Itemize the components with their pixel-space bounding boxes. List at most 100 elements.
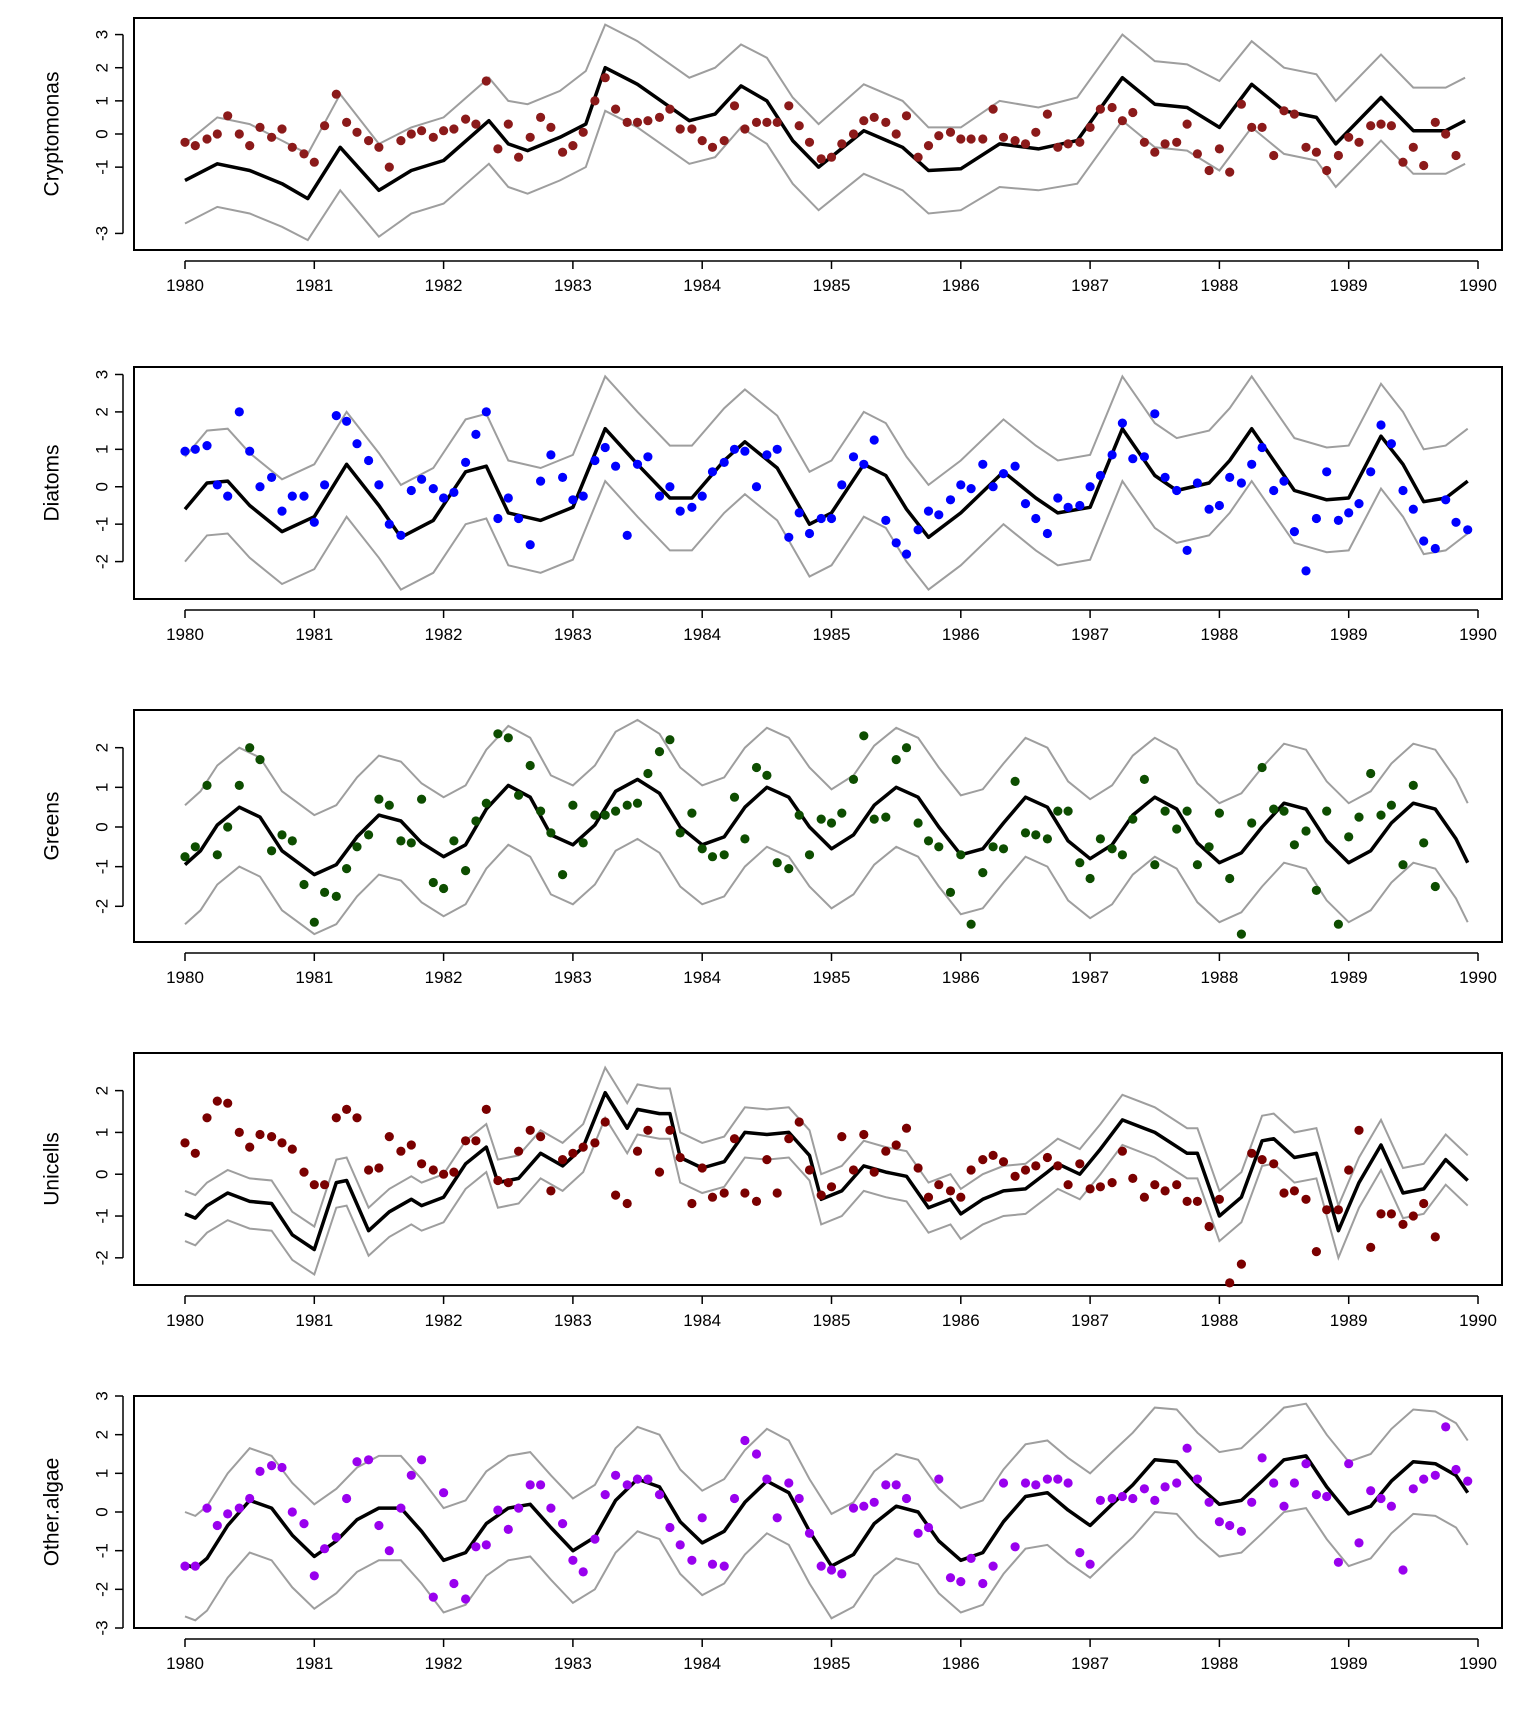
data-point <box>794 1493 804 1504</box>
data-point <box>784 864 794 874</box>
data-point <box>1257 442 1267 453</box>
data-point <box>374 480 384 490</box>
data-point <box>1301 142 1311 152</box>
data-point <box>536 112 546 122</box>
data-point <box>1020 139 1031 149</box>
plot-frame <box>133 17 1503 251</box>
data-point <box>1063 1478 1073 1488</box>
data-point <box>287 836 297 846</box>
data-point <box>978 1578 988 1589</box>
data-point <box>1225 1278 1235 1288</box>
data-point <box>1053 1161 1063 1171</box>
data-point <box>654 747 665 757</box>
data-point <box>287 1144 297 1154</box>
data-point <box>1075 1159 1085 1169</box>
data-point <box>1289 109 1299 119</box>
data-point <box>546 122 556 132</box>
data-point <box>1408 1211 1418 1221</box>
data-point <box>1419 536 1429 546</box>
data-point <box>1063 806 1073 816</box>
x-tick-label: 1989 <box>1330 1654 1368 1673</box>
data-point <box>1139 1192 1149 1202</box>
data-point <box>675 1152 685 1163</box>
data-point <box>1204 1221 1214 1232</box>
y-tick-label: 2 <box>93 1430 112 1439</box>
data-point <box>1225 167 1235 177</box>
fitted-line <box>184 1454 1470 1570</box>
data-point <box>988 1561 998 1571</box>
data-point <box>1247 1148 1257 1158</box>
y-tick-label: 1 <box>93 783 112 792</box>
upper-ci-line <box>184 1065 1469 1229</box>
data-point <box>1020 828 1031 838</box>
data-point <box>1366 467 1376 477</box>
data-point <box>869 1167 879 1177</box>
plot-frame <box>133 709 1503 943</box>
data-point <box>1289 1186 1299 1196</box>
data-point <box>804 1528 815 1538</box>
data-point <box>1398 1565 1408 1575</box>
data-point <box>1160 472 1170 482</box>
y-tick-label: 0 <box>93 1169 112 1178</box>
data-point <box>590 1534 600 1544</box>
data-point <box>881 812 891 822</box>
data-point <box>719 1561 729 1571</box>
x-tick-label: 1987 <box>1071 276 1109 295</box>
data-point <box>568 1555 578 1565</box>
data-point <box>223 111 233 121</box>
data-point <box>352 127 362 137</box>
data-point <box>707 467 718 477</box>
data-point <box>740 1435 750 1446</box>
data-point <box>891 538 901 548</box>
data-point <box>1279 106 1289 116</box>
data-point <box>1376 1493 1386 1504</box>
data-point <box>913 818 923 828</box>
data-point <box>956 134 966 144</box>
data-point <box>1236 478 1246 488</box>
data-point <box>1430 543 1440 554</box>
data-point <box>901 549 912 559</box>
data-point <box>1031 513 1041 524</box>
x-tick-label: 1986 <box>942 276 980 295</box>
data-point <box>1344 132 1354 142</box>
lower-ci-line <box>184 837 1469 936</box>
data-point <box>1322 467 1332 477</box>
data-point <box>1257 122 1267 132</box>
data-point <box>287 1507 297 1517</box>
data-point <box>1182 1443 1192 1453</box>
data-point <box>1010 776 1020 787</box>
x-tick-label: 1987 <box>1071 1311 1109 1330</box>
x-tick-label: 1987 <box>1071 625 1109 644</box>
data-point <box>578 127 588 137</box>
data-point <box>1095 834 1105 844</box>
data-point <box>1398 860 1408 870</box>
x-tick-label: 1983 <box>554 968 592 987</box>
x-tick-label: 1982 <box>425 276 463 295</box>
data-point <box>611 806 621 816</box>
data-point <box>945 495 956 505</box>
data-point <box>784 1478 794 1488</box>
x-tick-label: 1981 <box>295 1311 333 1330</box>
data-point <box>913 1528 923 1538</box>
data-point <box>675 1540 685 1550</box>
data-point <box>331 89 341 99</box>
data-point <box>687 124 697 134</box>
upper-ci-line <box>184 374 1469 487</box>
data-point <box>1225 472 1235 482</box>
data-point <box>578 1142 588 1152</box>
data-point <box>934 1474 944 1484</box>
data-point <box>471 1136 481 1146</box>
data-point <box>923 836 934 846</box>
data-point <box>364 1165 374 1175</box>
data-point <box>1139 1484 1149 1494</box>
data-point <box>1311 1490 1321 1500</box>
data-point <box>255 755 265 765</box>
data-point <box>417 1159 427 1169</box>
data-point <box>1214 500 1224 511</box>
y-tick-label: -1 <box>93 1208 112 1223</box>
data-point <box>998 469 1009 479</box>
data-point <box>998 1157 1009 1167</box>
x-tick-label: 1982 <box>425 1311 463 1330</box>
data-point <box>1301 1194 1311 1204</box>
data-point <box>1214 808 1224 818</box>
